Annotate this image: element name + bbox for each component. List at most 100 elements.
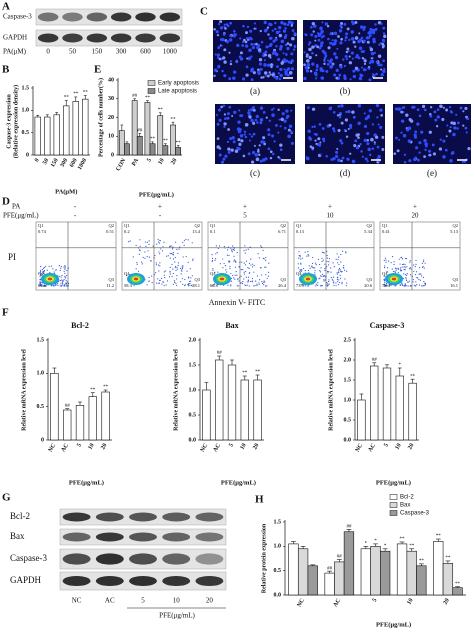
y-tick-label: 1.0 <box>189 387 197 393</box>
event <box>169 270 171 272</box>
event <box>248 285 250 287</box>
event <box>192 258 194 260</box>
nucleus <box>322 139 326 143</box>
nucleus <box>344 118 348 122</box>
event <box>297 263 299 265</box>
nucleus <box>217 23 221 26</box>
nucleus <box>467 146 471 151</box>
nucleus <box>420 130 424 134</box>
event <box>66 281 68 283</box>
event <box>263 284 265 286</box>
bar <box>288 543 299 596</box>
nucleus <box>246 25 250 29</box>
bar <box>72 101 79 156</box>
event <box>174 281 176 284</box>
nucleus <box>303 76 307 81</box>
bar <box>452 587 463 596</box>
event <box>338 271 340 274</box>
event <box>223 284 225 287</box>
event <box>322 275 325 277</box>
nucleus <box>323 51 327 55</box>
event <box>397 272 400 274</box>
event <box>224 265 226 267</box>
event <box>211 257 214 259</box>
nucleus <box>229 34 232 38</box>
nucleus <box>431 143 435 147</box>
nucleus <box>284 70 288 75</box>
nucleus <box>215 113 219 117</box>
event <box>169 253 171 255</box>
x-tick-label: 20 <box>252 443 260 451</box>
event <box>300 263 302 265</box>
nucleus <box>354 139 358 143</box>
y-tick-label: 30 <box>108 96 114 102</box>
significance-mark: ## <box>217 351 223 356</box>
lane-label: 50 <box>69 48 77 56</box>
significance-mark: ## <box>132 94 138 99</box>
event <box>330 277 332 279</box>
event <box>422 266 424 269</box>
nucleus <box>288 71 293 75</box>
event <box>41 274 43 276</box>
nucleus <box>379 108 383 112</box>
density-core <box>305 277 311 281</box>
event <box>319 271 322 273</box>
nucleus <box>250 55 253 58</box>
event <box>158 241 160 243</box>
nucleus <box>271 29 274 32</box>
bar <box>82 98 89 156</box>
blot-row-label: Bcl-2 <box>10 511 30 521</box>
nucleus <box>368 30 372 35</box>
pa-sign: + <box>158 203 162 211</box>
event <box>227 246 229 248</box>
nucleus <box>336 47 339 50</box>
nucleus <box>403 161 407 164</box>
event <box>307 254 309 256</box>
event <box>345 251 347 253</box>
nucleus <box>216 53 220 57</box>
nucleus <box>357 136 360 139</box>
nucleus <box>337 105 341 108</box>
event <box>248 262 251 264</box>
event <box>315 285 317 287</box>
nucleus <box>253 27 256 30</box>
nucleus <box>223 113 227 116</box>
event <box>326 260 328 263</box>
blot-band <box>110 12 132 22</box>
event <box>163 241 165 243</box>
nucleus <box>320 41 324 45</box>
event <box>395 269 397 271</box>
y-tick-label: 40 <box>108 77 114 83</box>
event <box>403 278 405 280</box>
event <box>401 258 404 260</box>
y-tick-label: 0.5 <box>189 412 197 418</box>
nucleus <box>229 137 233 141</box>
event <box>301 269 303 271</box>
event <box>146 284 148 286</box>
event <box>231 245 234 247</box>
event <box>406 273 408 275</box>
nucleus <box>449 158 453 163</box>
event <box>258 282 260 284</box>
nucleus <box>286 68 289 72</box>
event <box>332 279 334 281</box>
lane-label: 1000 <box>163 48 178 56</box>
event <box>144 241 146 243</box>
event <box>384 282 386 284</box>
event <box>175 282 177 284</box>
event <box>226 271 228 273</box>
event <box>148 256 151 258</box>
event <box>324 263 326 265</box>
nucleus <box>267 63 271 67</box>
event <box>158 242 160 244</box>
event <box>300 270 303 272</box>
event <box>176 268 179 270</box>
bar <box>380 550 391 596</box>
bar <box>131 100 138 156</box>
event <box>299 256 301 258</box>
nucleus <box>228 105 232 109</box>
panel-label: G <box>2 492 11 504</box>
nucleus <box>352 115 356 119</box>
event <box>414 265 416 268</box>
nucleus <box>290 24 293 27</box>
